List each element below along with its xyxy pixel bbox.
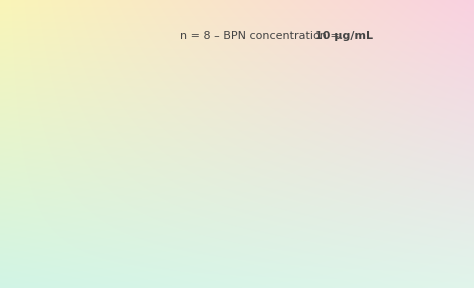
Ellipse shape — [144, 197, 200, 205]
Ellipse shape — [308, 63, 385, 73]
Y-axis label: Fibroblast proliferation %: Fibroblast proliferation % — [33, 70, 46, 218]
Text: n = 8 – BPN concentration =: n = 8 – BPN concentration = — [180, 31, 343, 41]
Polygon shape — [76, 231, 474, 236]
Ellipse shape — [308, 215, 385, 225]
Polygon shape — [73, 220, 474, 231]
Text: 10 μg/mL: 10 μg/mL — [315, 31, 373, 41]
